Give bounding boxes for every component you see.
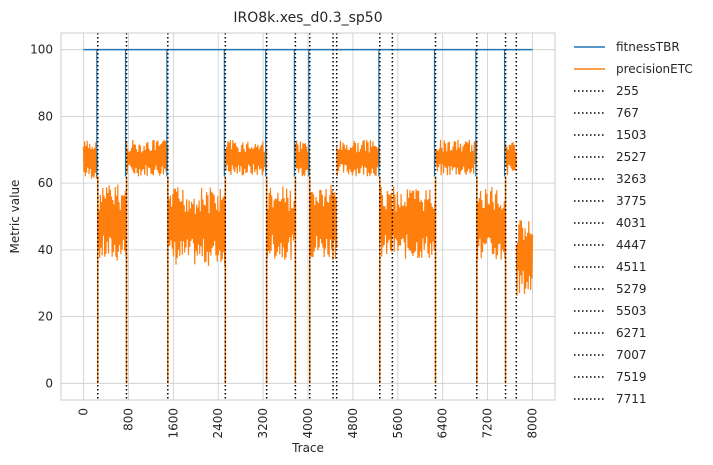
- chart-title: IRO8k.xes_d0.3_sp50: [233, 10, 382, 26]
- x-tick-label: 7200: [481, 408, 495, 439]
- x-tick-label: 1600: [166, 408, 180, 439]
- precisionetc-segment: [336, 139, 381, 177]
- precisionetc-segment: [379, 186, 437, 259]
- y-tick-label: 60: [38, 176, 53, 190]
- vertical-lines: [97, 33, 518, 400]
- precisionetc-segment: [224, 140, 268, 176]
- legend-label: 6271: [616, 326, 647, 340]
- x-axis-ticks: 0 800 1600 2400 3200 4000 4800 5600 6400 7200 8000: [76, 408, 539, 439]
- legend-label: 767: [616, 106, 639, 120]
- y-tick-label: 100: [30, 43, 53, 57]
- x-tick-label: 4800: [346, 408, 360, 439]
- legend-label: 7007: [616, 348, 647, 362]
- legend-label: 3775: [616, 194, 647, 208]
- plot-frame: [60, 32, 556, 401]
- precisionetc-segment: [294, 140, 311, 177]
- legend-label: 1503: [616, 128, 647, 142]
- legend-label: 4447: [616, 238, 647, 252]
- x-tick-label: 4000: [301, 408, 315, 439]
- x-tick-label: 3200: [256, 408, 270, 439]
- x-tick-label: 8000: [526, 408, 540, 439]
- x-axis-label: Trace: [291, 441, 324, 455]
- legend-label: precisionETC: [616, 62, 693, 76]
- precisionetc-segment: [82, 140, 99, 180]
- precisionetc-segment: [266, 186, 296, 260]
- legend-label: 4511: [616, 260, 647, 274]
- precisionetc-segment: [515, 220, 534, 296]
- precisionetc-segment: [167, 186, 226, 266]
- x-tick-label: 5600: [391, 408, 405, 439]
- precisionetc-segment: [505, 141, 517, 176]
- x-tick-label: 800: [121, 408, 135, 431]
- fitnesstbr-series: [83, 48, 533, 177]
- y-axis-label: Metric value: [8, 180, 22, 254]
- y-tick-label: 80: [38, 109, 53, 123]
- legend-label: 4031: [616, 216, 647, 230]
- legend-label: 5503: [616, 304, 647, 318]
- y-tick-label: 40: [38, 243, 53, 257]
- precisionetc-segment: [97, 184, 128, 261]
- x-tick-label: 2400: [211, 408, 225, 439]
- x-tick-label: 6400: [436, 408, 450, 439]
- y-tick-label: 20: [38, 310, 53, 324]
- precisionetc-segment: [476, 187, 507, 261]
- legend-label: 7519: [616, 370, 647, 384]
- x-tick-label: 0: [76, 408, 90, 416]
- y-axis-ticks: 0 20 40 60 80 100: [30, 43, 53, 391]
- precisionetc-series: [82, 139, 534, 384]
- legend-label: fitnessTBR: [616, 40, 680, 54]
- precisionetc-segment: [309, 184, 338, 260]
- legend-label: 255: [616, 84, 639, 98]
- legend-label: 5279: [616, 282, 647, 296]
- legend-label: 2527: [616, 150, 647, 164]
- legend: fitnessTBR precisionETC 255 767 1503 2527 3263…: [574, 40, 693, 406]
- legend-label: 7711: [616, 392, 647, 406]
- y-tick-label: 0: [45, 376, 53, 390]
- precisionetc-segment: [125, 139, 169, 177]
- legend-label: 3263: [616, 172, 647, 186]
- precisionetc-segment: [434, 139, 478, 176]
